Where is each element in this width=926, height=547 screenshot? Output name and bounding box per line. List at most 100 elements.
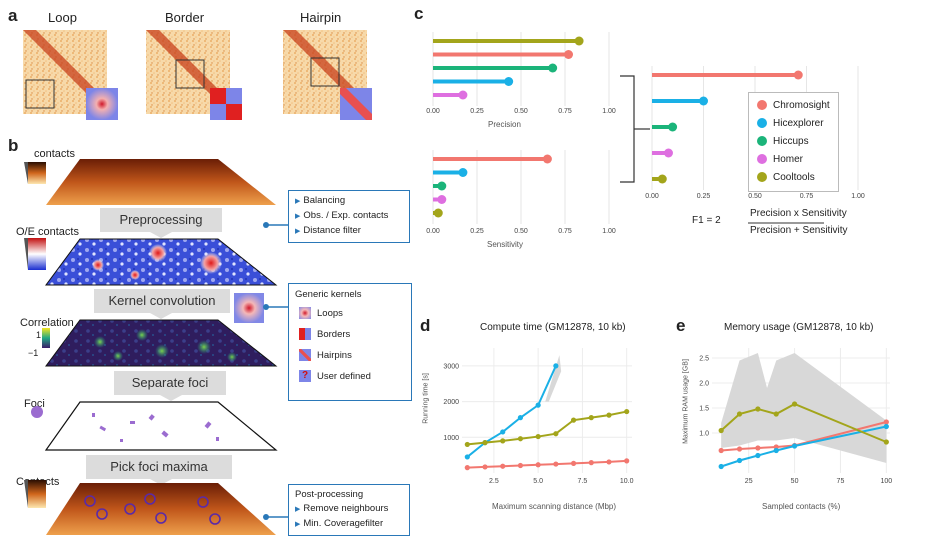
precision-point-homer bbox=[458, 90, 468, 100]
step-preprocessing: Preprocessing bbox=[119, 212, 203, 227]
kernel-item-hairpins: Hairpins bbox=[295, 345, 405, 366]
precision-tick-label: 0.75 bbox=[558, 108, 572, 115]
compute-time-point-hicexplorer bbox=[535, 402, 541, 408]
memory-usage-y-tick-label: 1.0 bbox=[699, 431, 709, 438]
f1-point-hiccups bbox=[668, 122, 678, 132]
memory-usage-line-hicexplorer bbox=[720, 425, 887, 468]
loop-matrix bbox=[23, 30, 118, 120]
memory-usage-title: Memory usage (GM12878, 10 kb) bbox=[724, 322, 874, 333]
memory-usage-point-cooltools bbox=[755, 406, 761, 412]
compute-time-y-tick-label: 2000 bbox=[443, 399, 459, 406]
oe-contacts-label: O/E contacts bbox=[16, 226, 79, 238]
sensitivity-point-cooltools bbox=[433, 208, 443, 218]
memory-usage-point-chromosight bbox=[718, 447, 724, 454]
compute-time-point-chromosight bbox=[606, 459, 612, 465]
compute-time-line-cooltools bbox=[467, 410, 627, 446]
correlation-colorbar bbox=[42, 328, 50, 348]
panel-a-matrices bbox=[23, 30, 372, 120]
compute-time-plot-area bbox=[462, 348, 632, 473]
kernel-item-loops: Loops bbox=[295, 303, 405, 324]
compute-time-point-hicexplorer bbox=[500, 429, 506, 435]
foci-dot-icon bbox=[31, 406, 43, 418]
sensitivity-tick-label: 0.75 bbox=[558, 228, 572, 235]
compute-time-point-chromosight bbox=[588, 460, 594, 466]
contacts-label: contacts bbox=[34, 148, 75, 160]
kernel-item-borders: Borders bbox=[295, 324, 405, 345]
compute-time-point-hicexplorer bbox=[464, 454, 470, 460]
memory-usage-x-tick-label: 50 bbox=[791, 478, 799, 485]
compute-time-x-tick-label: 5.0 bbox=[533, 478, 543, 485]
memory-usage-point-hicexplorer bbox=[773, 447, 779, 454]
precision-tick-label: 0.00 bbox=[426, 108, 440, 115]
memory-usage-point-hicexplorer bbox=[736, 457, 743, 464]
preproc-item-balancing: ▶ Balancing bbox=[295, 195, 346, 206]
compute-time-x-tick-label: 7.5 bbox=[578, 478, 588, 485]
loop-title: Loop bbox=[48, 10, 77, 25]
sensitivity-chart: 0.00 0.25 0.50 0.75 1.00 bbox=[426, 150, 616, 235]
f1-tick-label: 0.75 bbox=[800, 193, 814, 200]
contacts-colorbar bbox=[28, 162, 46, 184]
memory-usage-point-chromosight bbox=[755, 445, 761, 451]
sensitivity-axis-label: Sensitivity bbox=[487, 240, 524, 249]
compute-time-point-chromosight bbox=[517, 462, 524, 469]
memory-usage-point-hicexplorer bbox=[718, 463, 724, 470]
memory-usage-x-tick-label: 75 bbox=[837, 478, 845, 485]
precision-point-chromosight bbox=[564, 50, 574, 59]
sensitivity-point-homer bbox=[437, 195, 447, 204]
memory-usage-point-cooltools bbox=[773, 411, 779, 417]
memory-usage-point-chromosight bbox=[883, 419, 889, 425]
f1-formula-lhs: F1 = 2 bbox=[692, 215, 721, 226]
sensitivity-tick-label: 0.50 bbox=[514, 228, 528, 235]
memory-usage-line-cooltools bbox=[720, 402, 887, 443]
precision-axis-label: Precision bbox=[488, 120, 521, 129]
memory-usage-y-tick-label: 2.5 bbox=[699, 356, 709, 363]
precision-tick-label: 0.25 bbox=[470, 108, 484, 115]
border-title: Border bbox=[165, 10, 205, 25]
oe-map bbox=[45, 238, 278, 286]
memory-usage-point-cooltools bbox=[883, 439, 889, 445]
compute-time-x-tick-label: 10.0 bbox=[620, 478, 634, 485]
compute-time-line-hicexplorer bbox=[466, 365, 557, 458]
memory-usage-point-cooltools bbox=[718, 427, 724, 434]
memory-usage-point-cooltools bbox=[791, 401, 798, 407]
methods-legend: Chromosight Hicexplorer Hiccups Homer Co… bbox=[748, 92, 839, 192]
compute-time-point-cooltools bbox=[570, 417, 577, 423]
panel-b-pipeline bbox=[24, 159, 288, 535]
precision-point-cooltools bbox=[574, 36, 584, 46]
post-item-coverage: ▶ Min. Coveragefilter bbox=[295, 518, 384, 529]
memory-usage-chart: 25 50 75 100 1.0 1.5 2.0 2.5 bbox=[699, 348, 892, 485]
memory-usage-point-chromosight bbox=[736, 446, 743, 452]
sensitivity-tick-label: 0.25 bbox=[470, 228, 484, 235]
legend-hicexplorer: Hicexplorer bbox=[757, 115, 830, 133]
corr-max-label: 1 bbox=[36, 330, 42, 340]
memory-usage-point-hicexplorer bbox=[883, 423, 889, 430]
precision-point-hiccups bbox=[548, 63, 558, 73]
step-separate-foci: Separate foci bbox=[131, 375, 209, 390]
compute-time-title: Compute time (GM12878, 10 kb) bbox=[480, 322, 626, 333]
kernels-title: Generic kernels bbox=[295, 289, 362, 300]
compute-time-point-cooltools bbox=[606, 412, 612, 418]
legend-homer: Homer bbox=[757, 151, 830, 169]
panel-d-label: d bbox=[420, 316, 431, 335]
sensitivity-point-hicexplorer bbox=[458, 168, 468, 177]
post-title: Post-processing bbox=[295, 489, 364, 500]
legend-cooltools: Cooltools bbox=[757, 169, 830, 187]
contacts-map bbox=[46, 159, 276, 205]
sensitivity-point-hiccups bbox=[437, 181, 447, 191]
loop-icon bbox=[299, 307, 311, 320]
border-icon bbox=[299, 328, 311, 341]
foci-map bbox=[44, 401, 278, 451]
legend-chromosight: Chromosight bbox=[757, 97, 830, 115]
f1-tick-label: 0.50 bbox=[748, 193, 762, 200]
compute-time-point-cooltools bbox=[588, 415, 594, 421]
compute-time-point-hicexplorer bbox=[553, 363, 559, 369]
corr-min-label: −1 bbox=[28, 348, 39, 358]
memory-usage-ylabel: Maximum RAM usage [GB] bbox=[682, 359, 690, 444]
panel-c-charts: 0.00 0.25 0.50 0.75 1.00 0.00 0.25 0.50 0.75 1.0… bbox=[426, 32, 865, 235]
contacts-colorbar-2 bbox=[28, 480, 46, 508]
oe-colorbar bbox=[28, 238, 46, 270]
memory-usage-y-tick-label: 2.0 bbox=[699, 381, 709, 388]
memory-usage-point-hicexplorer bbox=[755, 452, 761, 459]
compute-time-point-cooltools bbox=[464, 441, 470, 448]
memory-usage-x-tick-label: 25 bbox=[745, 478, 753, 485]
